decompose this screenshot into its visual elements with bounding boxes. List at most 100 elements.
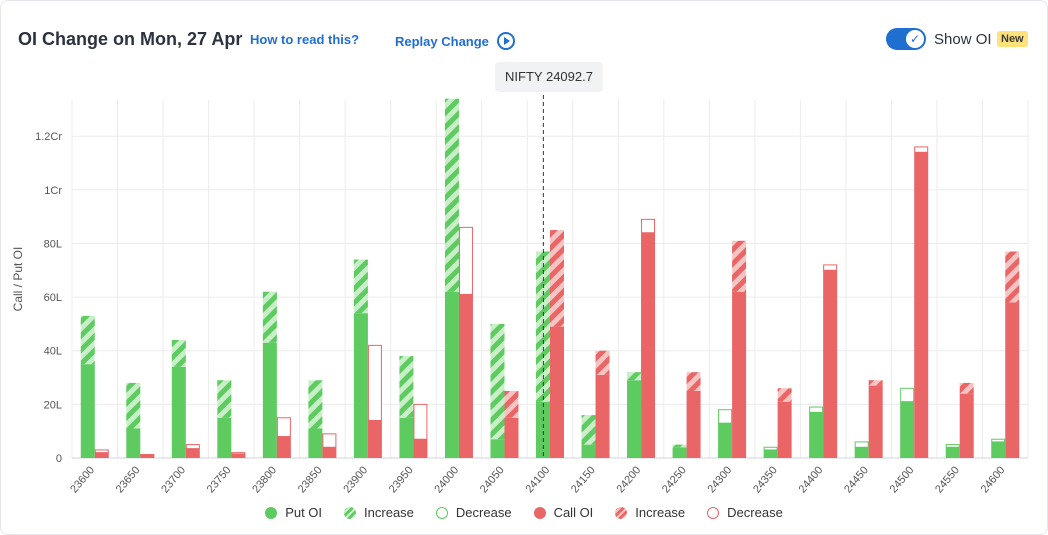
call-oi-bar xyxy=(185,448,200,458)
put-oi-bar xyxy=(262,342,277,458)
call-decrease-bar xyxy=(231,452,246,455)
x-tick-label: 23900 xyxy=(341,464,370,495)
put-oi-bar xyxy=(80,364,95,458)
legend-call-decrease[interactable]: Decrease xyxy=(707,505,783,520)
put-decrease-bar xyxy=(991,438,1006,443)
call-oi-bar xyxy=(458,294,473,458)
put-increase-bar xyxy=(672,444,687,448)
put-decrease-swatch-icon xyxy=(435,506,448,519)
put-increase-bar xyxy=(581,415,596,445)
y-tick-label: 80L xyxy=(44,238,62,250)
call-oi-bar xyxy=(94,452,109,458)
call-oi-bar xyxy=(868,385,883,458)
call-increase-bar xyxy=(959,382,974,394)
call-oi-bar xyxy=(413,439,428,458)
spot-price-label: NIFTY 24092.7 xyxy=(495,62,603,92)
put-increase-bar xyxy=(308,380,323,429)
x-tick-label: 24000 xyxy=(432,464,461,495)
call-decrease-bar xyxy=(367,344,382,421)
x-tick-label: 24500 xyxy=(888,464,917,495)
x-tick-label: 23850 xyxy=(296,464,325,495)
put-decrease-bar xyxy=(809,406,824,413)
call-oi-bar xyxy=(732,291,747,458)
legend-put-decrease[interactable]: Decrease xyxy=(435,505,512,520)
call-decrease-bar xyxy=(458,226,473,295)
call-increase-bar xyxy=(777,388,792,402)
call-oi-bar xyxy=(550,326,564,458)
chart-legend: Put OI Increase Decrease Call OI Increas… xyxy=(0,505,1048,520)
put-oi-bar xyxy=(809,412,824,458)
put-oi-bar xyxy=(627,380,642,458)
play-circle-icon[interactable] xyxy=(496,32,515,50)
x-tick-label: 24050 xyxy=(478,464,507,495)
put-decrease-bar xyxy=(718,409,733,424)
x-tick-label: 23950 xyxy=(387,464,416,495)
call-oi-bar xyxy=(823,270,838,458)
put-decrease-bar xyxy=(900,387,915,403)
call-oi-bar xyxy=(367,420,382,458)
put-oi-bar xyxy=(945,447,960,458)
call-oi-bar xyxy=(140,455,155,458)
x-tick-label: 24200 xyxy=(614,464,643,495)
legend-put-oi[interactable]: Put OI xyxy=(265,505,322,520)
put-increase-bar xyxy=(353,259,368,314)
put-increase-bar xyxy=(171,340,186,367)
put-oi-bar xyxy=(672,447,687,458)
call-decrease-bar xyxy=(185,444,200,450)
put-increase-bar xyxy=(80,315,95,365)
put-increase-bar xyxy=(126,382,141,429)
put-increase-bar xyxy=(444,98,459,292)
call-increase-bar xyxy=(550,230,564,327)
x-tick-label: 24550 xyxy=(933,464,962,495)
call-decrease-bar xyxy=(641,218,656,234)
oi-bar-chart: 0 20L 40L 60L 80L 1Cr 1.2Cr Call / Put OI 23600 2… xyxy=(11,95,1029,495)
show-oi-toggle[interactable]: ✓ xyxy=(886,28,926,50)
put-oi-bar xyxy=(217,417,232,458)
legend-call-increase[interactable]: Increase xyxy=(615,505,685,520)
call-oi-bar xyxy=(504,417,519,458)
x-tick-label: 24300 xyxy=(706,464,735,495)
put-increase-swatch-icon xyxy=(344,506,357,519)
how-to-read-link[interactable]: How to read this? xyxy=(250,32,360,47)
replay-change-link[interactable]: Replay Change xyxy=(395,32,515,50)
y-tick-label: 60L xyxy=(44,292,62,304)
y-axis-label: Call / Put OI xyxy=(11,247,25,312)
x-tick-label: 24450 xyxy=(842,464,871,495)
call-oi-bar xyxy=(231,453,246,458)
x-tick-label: 24250 xyxy=(660,464,689,495)
call-decrease-bar xyxy=(823,264,838,271)
put-oi-bar xyxy=(171,366,186,458)
put-oi-bar xyxy=(308,428,323,458)
call-oi-bar xyxy=(959,393,974,458)
put-oi-bar xyxy=(490,439,505,458)
put-increase-bar xyxy=(262,291,277,343)
x-tick-label: 24150 xyxy=(569,464,598,495)
put-oi-bar xyxy=(763,449,778,458)
x-tick-label: 23650 xyxy=(114,464,143,495)
x-tick-label: 23750 xyxy=(205,464,234,495)
call-increase-bar xyxy=(504,390,519,418)
call-decrease-bar xyxy=(322,433,337,448)
y-tick-label: 1Cr xyxy=(44,185,62,197)
call-oi-bar xyxy=(914,152,929,459)
show-oi-label: Show OI xyxy=(934,31,992,48)
call-oi-bar xyxy=(1005,302,1020,458)
put-oi-bar xyxy=(581,444,596,458)
put-oi-bar xyxy=(126,428,141,458)
call-oi-bar xyxy=(686,390,701,458)
call-oi-bar xyxy=(595,374,610,458)
put-decrease-bar xyxy=(945,444,960,448)
check-icon: ✓ xyxy=(906,30,924,48)
put-oi-bar xyxy=(536,401,550,458)
y-tick-label: 20L xyxy=(44,399,62,411)
call-oi-bar xyxy=(276,436,291,458)
call-increase-bar xyxy=(868,380,883,386)
legend-put-increase[interactable]: Increase xyxy=(344,505,414,520)
put-oi-bar xyxy=(399,417,414,458)
y-tick-label: 1.2Cr xyxy=(35,131,62,143)
put-oi-bar xyxy=(353,313,368,458)
call-decrease-bar xyxy=(276,417,291,438)
call-decrease-bar xyxy=(914,146,929,153)
legend-call-oi[interactable]: Call OI xyxy=(533,505,593,520)
call-decrease-bar xyxy=(140,454,155,456)
